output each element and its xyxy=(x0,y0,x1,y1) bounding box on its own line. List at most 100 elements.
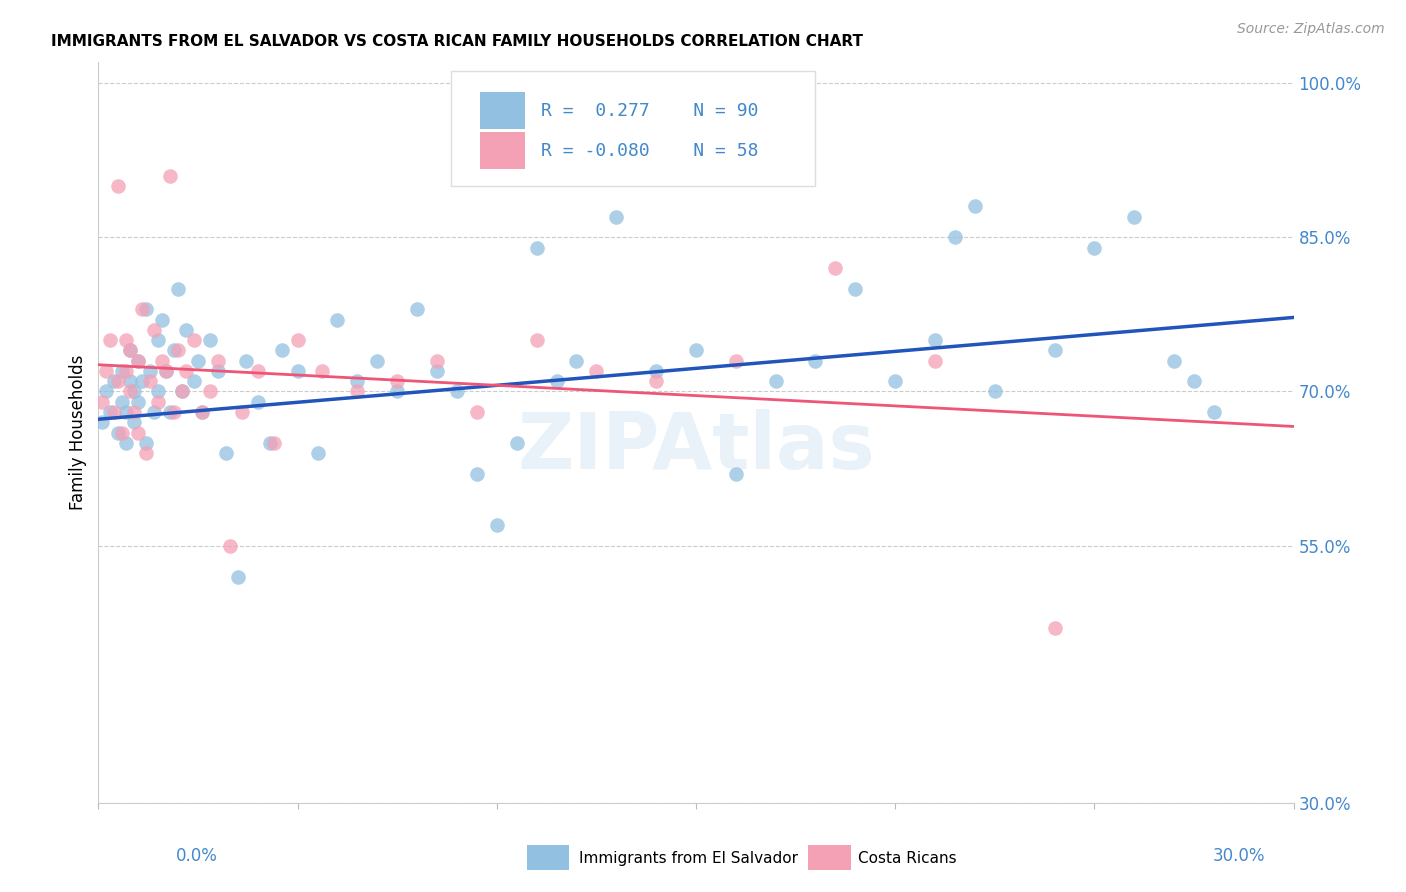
Point xyxy=(111,364,134,378)
Point xyxy=(1182,374,1205,388)
Point xyxy=(103,374,125,388)
Point xyxy=(984,384,1007,399)
Point xyxy=(131,302,153,317)
Point xyxy=(485,518,508,533)
Point xyxy=(645,374,668,388)
Point xyxy=(107,374,129,388)
Point xyxy=(124,405,146,419)
Point xyxy=(765,374,787,388)
Point xyxy=(366,353,388,368)
Point xyxy=(287,364,309,378)
Point xyxy=(187,353,209,368)
Text: R =  0.277    N = 90: R = 0.277 N = 90 xyxy=(541,102,758,120)
Point xyxy=(124,384,146,399)
Point xyxy=(963,199,986,213)
Point xyxy=(91,394,114,409)
Point xyxy=(163,405,186,419)
Point xyxy=(167,282,190,296)
Y-axis label: Family Households: Family Households xyxy=(69,355,87,510)
Point xyxy=(1163,353,1185,368)
Point xyxy=(804,353,827,368)
Point xyxy=(131,374,153,388)
Point xyxy=(546,374,568,388)
Point xyxy=(346,384,368,399)
Point xyxy=(91,415,114,429)
Point xyxy=(943,230,966,244)
Point xyxy=(426,353,449,368)
Point xyxy=(111,425,134,440)
Point xyxy=(326,312,349,326)
Text: 30.0%: 30.0% xyxy=(1213,847,1265,865)
Point xyxy=(246,364,269,378)
Point xyxy=(465,467,488,481)
Point xyxy=(307,446,329,460)
Point xyxy=(565,353,588,368)
Point xyxy=(246,394,269,409)
Point xyxy=(98,333,122,347)
Point xyxy=(183,374,205,388)
Point xyxy=(107,425,129,440)
Point xyxy=(198,384,221,399)
Point xyxy=(115,333,138,347)
Point xyxy=(226,569,249,583)
Point xyxy=(385,374,409,388)
Point xyxy=(924,333,946,347)
Text: Costa Ricans: Costa Ricans xyxy=(858,851,956,865)
Text: Source: ZipAtlas.com: Source: ZipAtlas.com xyxy=(1237,22,1385,37)
Point xyxy=(148,394,170,409)
FancyBboxPatch shape xyxy=(479,92,524,129)
Point xyxy=(215,446,238,460)
Point xyxy=(1123,210,1146,224)
Point xyxy=(103,405,125,419)
Point xyxy=(127,353,149,368)
Point xyxy=(183,333,205,347)
Point xyxy=(159,169,181,183)
Point xyxy=(1083,240,1105,255)
Point xyxy=(924,353,946,368)
Point xyxy=(406,302,429,317)
Point xyxy=(1202,405,1225,419)
Point xyxy=(174,323,197,337)
Point xyxy=(724,467,747,481)
Text: Immigrants from El Salvador: Immigrants from El Salvador xyxy=(579,851,799,865)
Point xyxy=(465,405,488,419)
Point xyxy=(426,364,449,378)
Point xyxy=(311,364,333,378)
Point xyxy=(135,446,157,460)
Point xyxy=(120,343,142,358)
FancyBboxPatch shape xyxy=(451,71,815,186)
Point xyxy=(207,364,229,378)
Point xyxy=(163,343,186,358)
Point xyxy=(143,323,166,337)
Point xyxy=(115,405,138,419)
Point xyxy=(287,333,309,347)
Point xyxy=(526,240,548,255)
Point xyxy=(207,353,229,368)
Point xyxy=(724,353,747,368)
Point xyxy=(259,436,281,450)
Point xyxy=(120,384,142,399)
Point xyxy=(346,374,368,388)
Text: ZIPAtlas: ZIPAtlas xyxy=(517,409,875,485)
Point xyxy=(120,343,142,358)
Point xyxy=(148,384,170,399)
Point xyxy=(824,261,846,276)
Point xyxy=(219,539,242,553)
Point xyxy=(127,353,149,368)
Point xyxy=(150,312,173,326)
Text: IMMIGRANTS FROM EL SALVADOR VS COSTA RICAN FAMILY HOUSEHOLDS CORRELATION CHART: IMMIGRANTS FROM EL SALVADOR VS COSTA RIC… xyxy=(51,34,863,49)
Point xyxy=(150,353,173,368)
Point xyxy=(645,364,668,378)
Point xyxy=(115,436,138,450)
Point xyxy=(155,364,177,378)
Point xyxy=(884,374,907,388)
Point xyxy=(506,436,529,450)
Point xyxy=(585,364,607,378)
Text: R = -0.080    N = 58: R = -0.080 N = 58 xyxy=(541,143,758,161)
Point xyxy=(685,343,707,358)
Text: 0.0%: 0.0% xyxy=(176,847,218,865)
Point xyxy=(98,405,122,419)
Point xyxy=(159,405,181,419)
Point xyxy=(1043,343,1066,358)
Point xyxy=(526,333,548,347)
